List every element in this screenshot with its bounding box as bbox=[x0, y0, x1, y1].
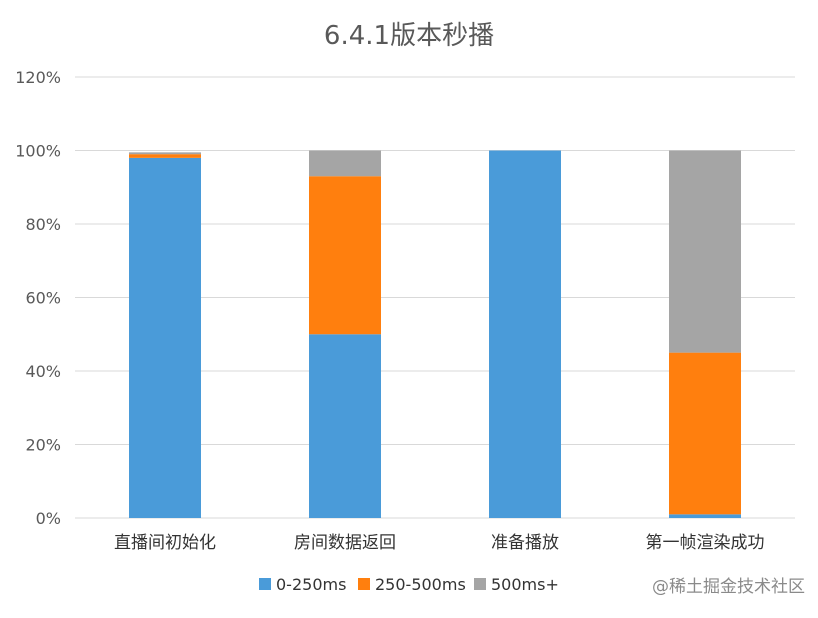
bar-segment-1-category-3 bbox=[489, 150, 561, 518]
watermark-text: @稀土掘金技术社区 bbox=[652, 577, 805, 597]
bar-segment-3-category-4 bbox=[669, 150, 741, 353]
bar-segment-2-category-2 bbox=[309, 176, 381, 335]
x-tick-label: 房间数据返回 bbox=[294, 533, 396, 553]
bar-segment-3-category-2 bbox=[309, 150, 381, 177]
legend-swatch bbox=[474, 578, 486, 590]
x-tick-label: 准备播放 bbox=[491, 533, 559, 553]
y-tick-label: 120% bbox=[15, 68, 61, 87]
legend-swatch bbox=[259, 578, 271, 590]
y-tick-label: 0% bbox=[36, 509, 61, 528]
legend-label: 500ms+ bbox=[491, 575, 559, 594]
y-tick-label: 60% bbox=[25, 289, 61, 308]
bar-segment-2-category-1 bbox=[129, 154, 201, 158]
legend: 0-250ms 250-500ms 500ms+ bbox=[259, 575, 559, 594]
x-tick-label: 直播间初始化 bbox=[114, 533, 216, 553]
legend-label: 250-500ms bbox=[375, 575, 466, 594]
x-axis-tick-labels: 直播间初始化 房间数据返回 准备播放 第一帧渲染成功 bbox=[114, 533, 765, 553]
y-tick-label: 80% bbox=[25, 215, 61, 234]
y-tick-label: 100% bbox=[15, 142, 61, 161]
bar-segment-1-category-2 bbox=[309, 334, 381, 518]
y-tick-label: 20% bbox=[25, 436, 61, 455]
x-tick-label: 第一帧渲染成功 bbox=[646, 533, 765, 553]
y-axis-tick-labels: 0% 20% 40% 60% 80% 100% 120% bbox=[15, 68, 61, 528]
bar-segment-1-category-4 bbox=[669, 514, 741, 518]
legend-swatch bbox=[358, 578, 370, 590]
chart-title: 6.4.1版本秒播 bbox=[324, 21, 494, 51]
bar-segment-3-category-1 bbox=[129, 152, 201, 155]
y-tick-label: 40% bbox=[25, 362, 61, 381]
legend-label: 0-250ms bbox=[276, 575, 346, 594]
bar-segment-2-category-4 bbox=[669, 352, 741, 515]
bars bbox=[129, 150, 741, 518]
bar-segment-1-category-1 bbox=[129, 157, 201, 518]
